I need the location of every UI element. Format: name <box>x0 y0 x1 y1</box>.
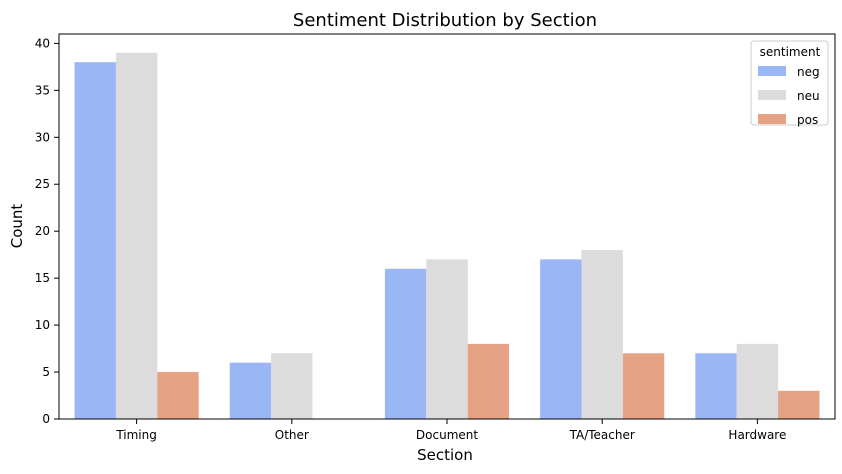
legend-swatch-neu <box>758 90 786 100</box>
y-tick-label: 35 <box>35 83 50 97</box>
bar-neu-document <box>426 259 468 419</box>
bar-neg-timing <box>74 62 116 420</box>
x-tick-label: Timing <box>115 428 157 442</box>
bar-neg-other <box>229 362 272 419</box>
bar-neu-other <box>271 353 313 419</box>
y-tick-label: 10 <box>35 318 50 332</box>
bar-neu-timing <box>115 52 158 419</box>
y-tick-label: 20 <box>35 224 50 238</box>
bar-neg-document <box>384 268 427 419</box>
bar-pos-document <box>467 343 510 419</box>
bar-pos-ta-teacher <box>622 353 665 419</box>
x-tick-label: Other <box>275 428 309 442</box>
chart-title: Sentiment Distribution by Section <box>293 10 597 31</box>
x-tick-label: TA/Teacher <box>569 428 635 442</box>
legend-label-pos: pos <box>797 113 818 127</box>
legend-label-neg: neg <box>797 65 820 79</box>
y-axis: 0 5 10 15 20 25 30 35 40 <box>35 36 59 426</box>
bar-neg-ta-teacher <box>540 259 582 419</box>
legend-label-neu: neu <box>797 89 820 103</box>
y-tick-label: 5 <box>42 365 50 379</box>
legend-title: sentiment <box>760 45 821 59</box>
legend: sentiment neg neu pos <box>750 40 829 127</box>
y-tick-label: 15 <box>35 271 50 285</box>
bars-group <box>74 52 820 420</box>
bar-neg-hardware <box>695 353 737 419</box>
y-tick-label: 40 <box>35 36 50 50</box>
plot-frame <box>58 33 836 420</box>
x-tick-label: Document <box>416 428 478 442</box>
bar-neu-ta-teacher <box>581 249 623 419</box>
y-tick-label: 0 <box>42 412 50 426</box>
bar-neu-hardware <box>736 343 779 419</box>
bar-pos-hardware <box>778 390 820 419</box>
y-tick-label: 25 <box>35 177 50 191</box>
legend-frame <box>750 40 829 126</box>
legend-swatch-neg <box>758 66 786 76</box>
x-tick-label: Hardware <box>728 428 786 442</box>
x-axis: Timing Other Document TA/Teacher Hardware <box>115 419 786 442</box>
bar-pos-timing <box>157 372 199 419</box>
x-axis-label: Section <box>417 446 473 464</box>
y-axis-label: Count <box>8 204 26 249</box>
y-tick-label: 30 <box>35 130 50 144</box>
legend-swatch-pos <box>758 114 786 124</box>
